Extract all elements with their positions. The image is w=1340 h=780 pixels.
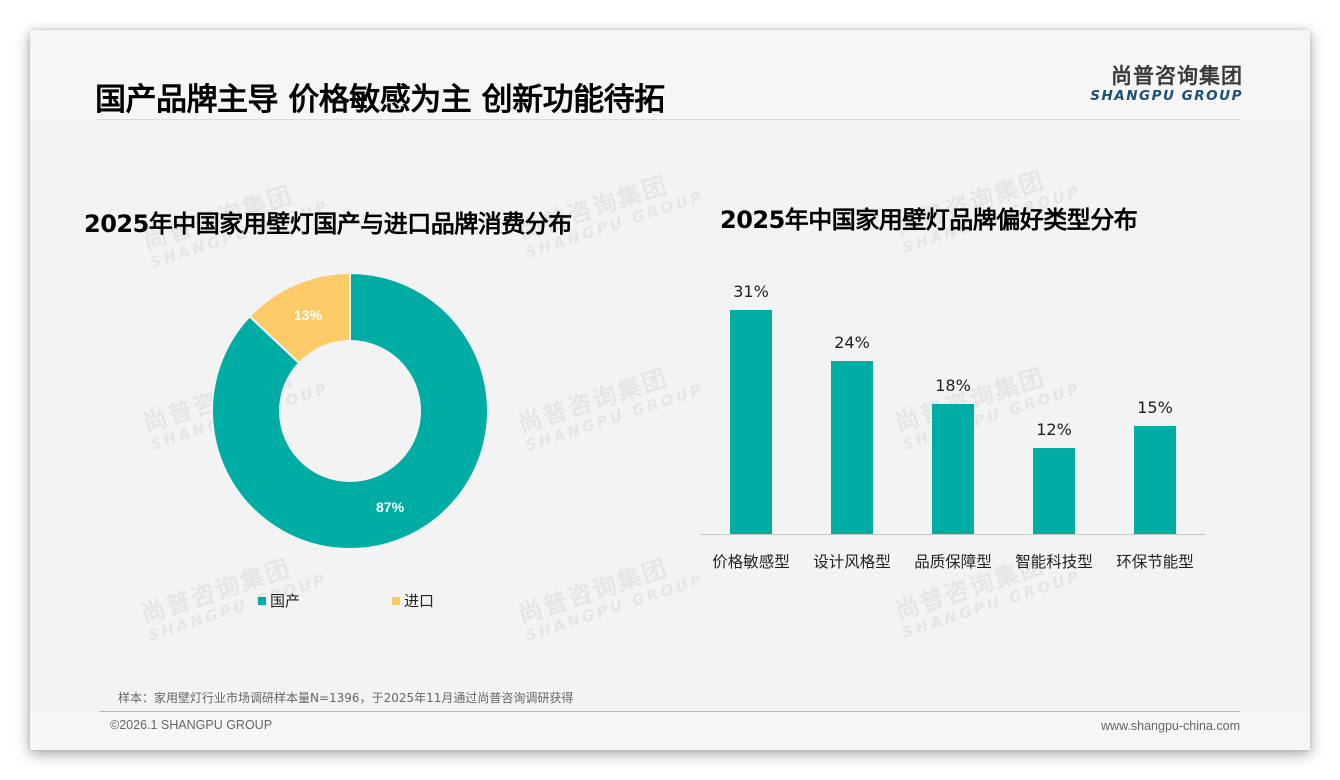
slide: 尚普咨询集团 SHANGPU GROUP 尚普咨询集团 SHANGPU GROUP … [30,30,1310,750]
donut-slice-import[interactable] [248,272,351,365]
donut-chart-title: 2025年中国家用壁灯国产与进口品牌消费分布 [84,210,572,238]
bar-price-sensitive[interactable] [730,310,772,534]
footer-band [30,712,1310,750]
x-axis-label: 智能科技型 [1015,553,1093,571]
header-band [30,30,1310,120]
donut-label-import: 13% [294,307,323,323]
logo-cn-text: 尚普咨询集团 [1111,64,1243,88]
x-axis-label: 设计风格型 [813,553,891,571]
bar-quality-assurance[interactable] [932,404,974,534]
donut-label-domestic: 87% [376,499,405,515]
x-axis-label: 品质保障型 [914,553,992,571]
logo-en-text: SHANGPU GROUP [1090,88,1243,104]
x-axis-label: 价格敏感型 [712,553,790,571]
bar-smart-tech[interactable] [1033,448,1075,534]
legend-swatch-teal [258,596,266,605]
bar-value-label: 12% [1036,420,1072,439]
x-axis-label: 环保节能型 [1116,553,1194,571]
copyright-text: ©2026.1 SHANGPU GROUP [110,718,273,732]
bar-chart: 31% 24% 18% 12% 15% 价格敏感型 设计风格型 品质保障型 智能… [700,270,1205,590]
legend-label: 国产 [270,592,301,610]
bar-eco-energy[interactable] [1134,426,1176,534]
legend-item-domestic: 国产 [258,590,300,611]
company-logo: 尚普咨询集团 SHANGPU GROUP [1088,64,1243,104]
legend-item-import: 进口 [392,590,434,611]
bar-value-label: 24% [834,333,870,352]
legend-label: 进口 [404,592,435,610]
bar-value-label: 18% [935,376,971,395]
bar-value-label: 15% [1137,398,1173,417]
x-axis-line [700,534,1205,535]
header-divider [95,119,1240,120]
website-link[interactable]: www.shangpu-china.com [1101,719,1240,733]
donut-slice-domestic[interactable] [211,272,489,550]
donut-chart [211,272,489,550]
bar-design-style[interactable] [831,361,873,534]
bar-value-label: 31% [733,282,769,301]
sample-footnote: 样本：家用壁灯行业市场调研样本量N=1396，于2025年11月通过尚普咨询调研… [118,691,574,705]
footer-divider [100,711,1240,712]
bar-chart-title: 2025年中国家用壁灯品牌偏好类型分布 [720,206,1138,234]
legend-swatch-yellow [392,596,400,605]
page-title: 国产品牌主导 价格敏感为主 创新功能待拓 [95,82,665,118]
